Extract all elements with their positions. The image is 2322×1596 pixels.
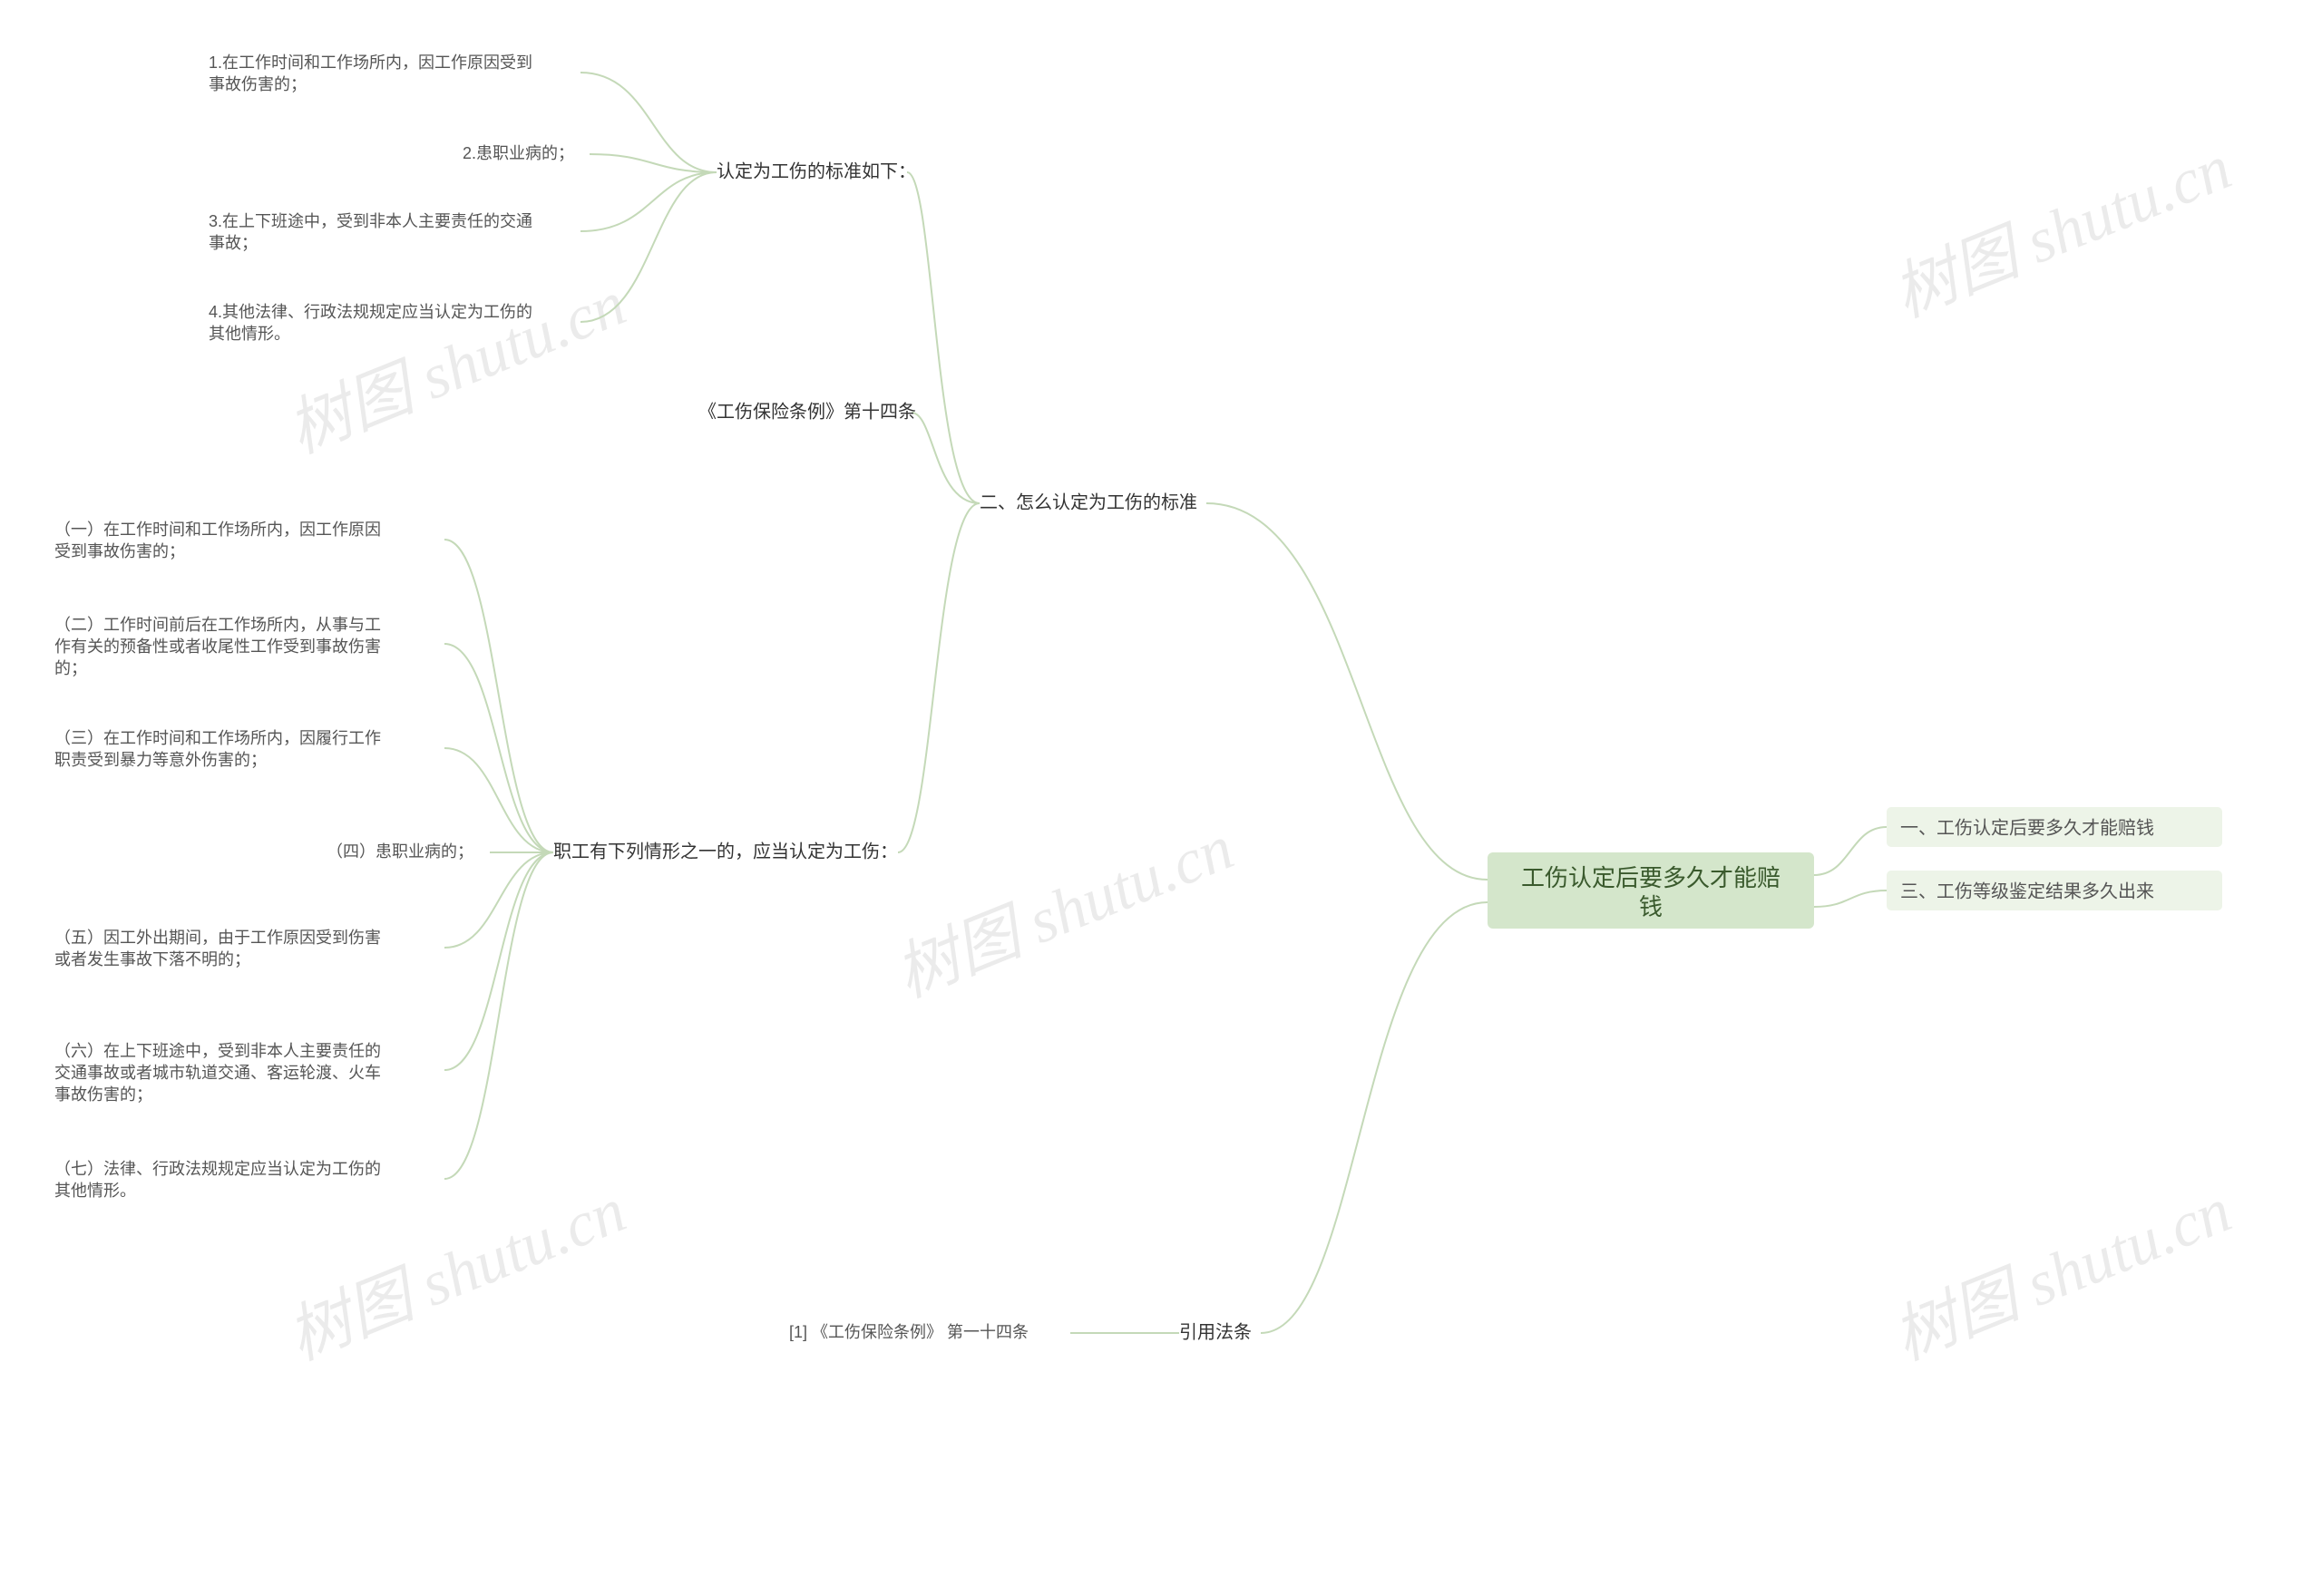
leaf-l2c6: （六）在上下班途中，受到非本人主要责任的 交通事故或者城市轨道交通、客运轮渡、火… [54,1042,381,1104]
leaf-l2a2: 2.患职业病的； [463,144,574,162]
watermark-text: 树图 shutu.cn [278,1175,635,1374]
edge [1814,827,1887,875]
svg-text:或者发生事故下落不明的；: 或者发生事故下落不明的； [54,950,250,968]
left-node-l2a[interactable]: 认定为工伤的标准如下： [717,161,916,181]
edge [444,748,553,852]
left-node-l2b[interactable]: 《工伤保险条例》第十四条 [698,401,916,422]
watermarks: 树图 shutu.cn 树图 shutu.cn 树图 shutu.cn 树图 s… [278,132,2240,1374]
svg-text:交通事故或者城市轨道交通、客运轮渡、火车: 交通事故或者城市轨道交通、客运轮渡、火车 [54,1064,381,1082]
leaf-l2c4: （四）患职业病的； [327,842,473,861]
leaf-l2c7: （七）法律、行政法规规定应当认定为工伤的 其他情形。 [54,1160,381,1200]
svg-text:其他情形。: 其他情形。 [209,325,290,343]
watermark-text: 树图 shutu.cn [886,813,1243,1011]
watermark-text: 树图 shutu.cn [1884,1175,2240,1374]
svg-text:3.在上下班途中，受到非本人主要责任的交通: 3.在上下班途中，受到非本人主要责任的交通 [209,212,532,230]
svg-text:1.在工作时间和工作场所内，因工作原因受到: 1.在工作时间和工作场所内，因工作原因受到 [209,54,532,72]
leaf-l2a1: 1.在工作时间和工作场所内，因工作原因受到 事故伤害的； [209,54,532,93]
edge [1814,890,1887,907]
edge [898,503,980,852]
svg-text:（五）因工外出期间，由于工作原因受到伤害: （五）因工外出期间，由于工作原因受到伤害 [54,929,381,947]
svg-text:（六）在上下班途中，受到非本人主要责任的: （六）在上下班途中，受到非本人主要责任的 [54,1042,381,1060]
root-node[interactable]: 工伤认定后要多久才能赔 钱 [1488,852,1814,929]
left-node-l2[interactable]: 二、怎么认定为工伤的标准 [980,491,1197,512]
edge [912,413,980,503]
left-node-lref[interactable]: 引用法条 [1179,1321,1252,1342]
edge [444,644,553,852]
svg-text:4.其他法律、行政法规规定应当认定为工伤的: 4.其他法律、行政法规规定应当认定为工伤的 [209,303,532,321]
watermark-text: 树图 shutu.cn [278,268,635,467]
svg-text:其他情形。: 其他情形。 [54,1182,136,1200]
left-node-l2c[interactable]: 职工有下列情形之一的，应当认定为工伤： [553,841,898,861]
mindmap-edges [444,73,1887,1333]
edge [444,540,553,852]
root-label-line1: 工伤认定后要多久才能赔 [1521,864,1781,891]
svg-text:的；: 的； [54,659,87,677]
right-child-3-label: 三、工伤等级鉴定结果多久出来 [1900,881,2154,901]
edge [580,73,717,172]
svg-text:事故伤害的；: 事故伤害的； [209,75,307,93]
svg-text:事故伤害的；: 事故伤害的； [54,1085,152,1104]
edge [1206,503,1488,880]
leaf-l2c3: （三）在工作时间和工作场所内，因履行工作 职责受到暴力等意外伤害的； [54,729,381,769]
svg-text:（二）工作时间前后在工作场所内，从事与工: （二）工作时间前后在工作场所内，从事与工 [54,616,381,634]
leaf-l2c2: （二）工作时间前后在工作场所内，从事与工 作有关的预备性或者收尾性工作受到事故伤… [54,616,381,677]
edge [580,172,717,231]
leaf-l2a3: 3.在上下班途中，受到非本人主要责任的交通 事故； [209,212,532,252]
edge [1261,902,1488,1333]
edge [907,172,980,503]
svg-text:事故；: 事故； [209,234,258,252]
svg-text:（一）在工作时间和工作场所内，因工作原因: （一）在工作时间和工作场所内，因工作原因 [54,521,381,539]
right-child-1[interactable]: 一、工伤认定后要多久才能赔钱 [1887,807,2222,847]
watermark-text: 树图 shutu.cn [1884,132,2240,331]
right-child-3[interactable]: 三、工伤等级鉴定结果多久出来 [1887,871,2222,910]
root-label-line2: 钱 [1639,893,1663,920]
edge [444,852,553,1070]
leaf-l2c5: （五）因工外出期间，由于工作原因受到伤害 或者发生事故下落不明的； [54,929,381,968]
edge [444,852,553,948]
svg-text:作有关的预备性或者收尾性工作受到事故伤害: 作有关的预备性或者收尾性工作受到事故伤害 [54,637,381,656]
mindmap-canvas: 树图 shutu.cn 树图 shutu.cn 树图 shutu.cn 树图 s… [0,0,2322,1596]
svg-text:职责受到暴力等意外伤害的；: 职责受到暴力等意外伤害的； [54,751,267,769]
right-child-1-label: 一、工伤认定后要多久才能赔钱 [1900,817,2154,838]
svg-text:（三）在工作时间和工作场所内，因履行工作: （三）在工作时间和工作场所内，因履行工作 [54,729,381,747]
svg-text:（七）法律、行政法规规定应当认定为工伤的: （七）法律、行政法规规定应当认定为工伤的 [54,1160,381,1178]
leaf-l2c1: （一）在工作时间和工作场所内，因工作原因 受到事故伤害的； [54,521,381,560]
leaf-lref1: [1] 《工伤保险条例》 第一十四条 [789,1323,1029,1341]
svg-text:受到事故伤害的；: 受到事故伤害的； [54,542,185,560]
